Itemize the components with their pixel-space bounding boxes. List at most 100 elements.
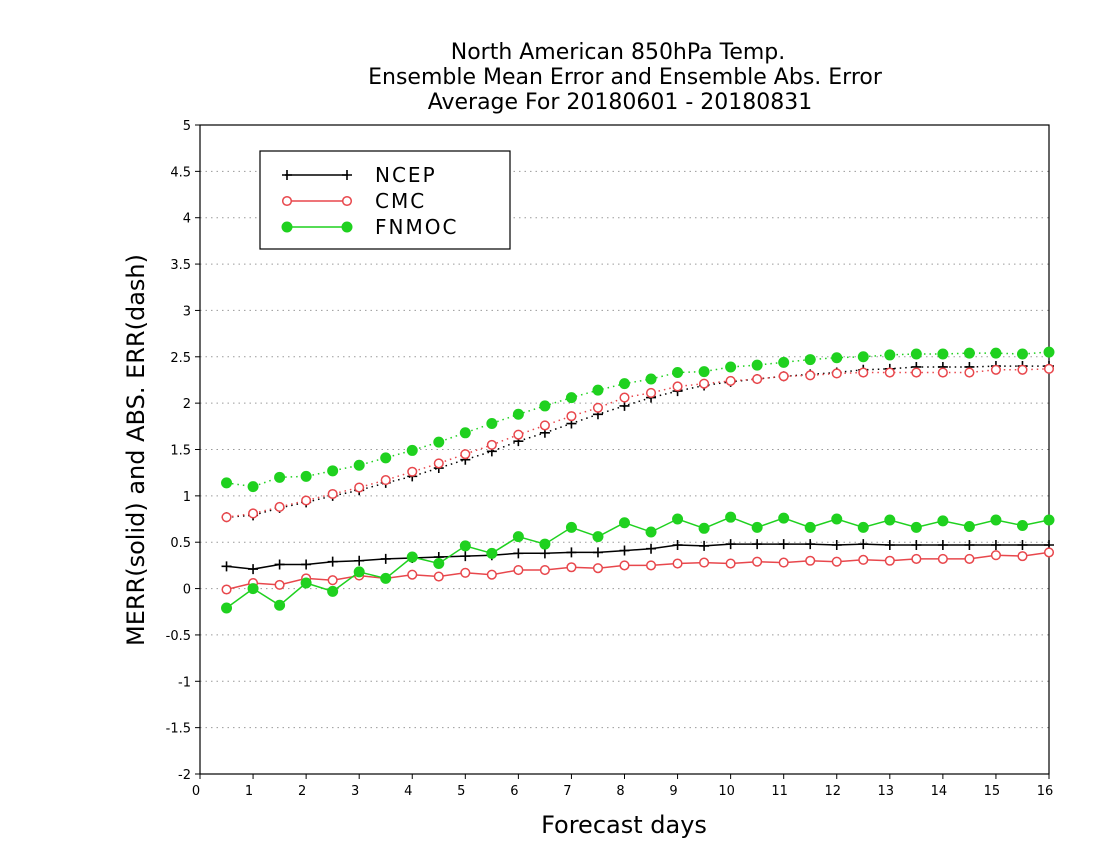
fnmoc-abs-err-point (1016, 348, 1028, 360)
plot-frame (199, 124, 1050, 775)
fnmoc-abs-err-point (884, 349, 896, 361)
x-tick-label: 2 (298, 784, 306, 799)
fnmoc-abs-err-point (274, 471, 286, 483)
cmc-merr-point (805, 555, 816, 566)
cmc-merr-point (566, 562, 577, 573)
ncep-merr-point (964, 539, 975, 550)
fnmoc-abs-err-point (592, 384, 604, 396)
x-tick-label: 6 (510, 784, 518, 799)
fnmoc-abs-err-point (910, 348, 922, 360)
cmc-abs-err-point (884, 367, 895, 378)
chart-title-line-1: North American 850hPa Temp. (451, 40, 786, 65)
ncep-merr-point (858, 539, 869, 550)
cmc-abs-err-point (831, 368, 842, 379)
cmc-merr-point (911, 553, 922, 564)
fnmoc-merr-point (884, 514, 896, 526)
fnmoc-abs-err-point (512, 408, 524, 420)
gridlines (200, 170, 1049, 729)
cmc-abs-err-point (539, 420, 550, 431)
y-tick-label: 4.5 (170, 165, 191, 180)
fnmoc-merr-point (725, 511, 737, 523)
fnmoc-merr-point (433, 558, 445, 570)
cmc-abs-err-point (407, 466, 418, 477)
fnmoc-abs-err-point (725, 361, 737, 373)
cmc-merr-point (407, 569, 418, 580)
cmc-merr-point (619, 560, 630, 571)
cmc-abs-err-point (327, 488, 338, 500)
legend-marker-fnmoc (281, 221, 293, 233)
fnmoc-merr-point (380, 572, 392, 584)
x-tick-label: 7 (563, 784, 571, 799)
y-tick-label: -0.5 (166, 629, 191, 644)
fnmoc-abs-err-point (778, 356, 790, 368)
x-tick-label: 3 (351, 784, 359, 799)
fnmoc-abs-err-point (857, 351, 869, 363)
cmc-abs-err-point (274, 501, 285, 513)
cmc-merr-point (274, 579, 285, 590)
fnmoc-merr-point (804, 521, 816, 533)
cmc-abs-err-line (226, 368, 1050, 518)
x-tick-label: 11 (771, 784, 788, 799)
ncep-merr-point (699, 540, 710, 551)
cmc-abs-err-point (1043, 363, 1055, 374)
fnmoc-abs-err-point (380, 452, 392, 464)
legend-entry-fnmoc: FNMOC (281, 215, 458, 239)
legend-marker-ncep (342, 170, 352, 180)
cmc-merr-point (433, 571, 444, 582)
cmc-abs-err-point (937, 367, 948, 378)
fnmoc-merr-point (486, 547, 498, 559)
series-ncep (221, 361, 1054, 575)
fnmoc-merr-point (963, 520, 975, 532)
fnmoc-merr-point (857, 521, 869, 533)
axis-ticks: -2-1.5-1-0.500.511.522.533.544.550 1 2 3 4 5 6… (166, 119, 1054, 799)
legend-label-ncep: NCEP (375, 163, 437, 187)
y-tick-label: 1 (183, 490, 191, 505)
cmc-abs-err-point (513, 429, 524, 440)
fnmoc-merr-point (672, 513, 684, 525)
cmc-abs-err-point (805, 370, 816, 381)
ncep-merr-point (619, 545, 630, 556)
legend-marker-cmc (281, 195, 293, 207)
fnmoc-abs-err-point (645, 373, 657, 385)
x-tick-label: 13 (878, 784, 895, 799)
x-tick-label: 14 (931, 784, 948, 799)
ncep-merr-point (752, 539, 763, 550)
y-tick-label: 2 (183, 397, 191, 412)
cmc-abs-err-point (1017, 364, 1028, 375)
cmc-abs-err-point (592, 402, 604, 413)
legend-label-cmc: CMC (375, 189, 426, 213)
fnmoc-abs-err-point (486, 418, 498, 430)
fnmoc-merr-point (592, 531, 604, 543)
y-tick-label: 1.5 (170, 444, 191, 459)
cmc-abs-err-point (752, 373, 763, 385)
fnmoc-abs-err-point (353, 459, 365, 471)
ncep-merr-point (566, 547, 577, 558)
cmc-merr-point (990, 550, 1001, 561)
x-tick-label: 9 (669, 784, 677, 799)
x-tick-label: 0 (192, 784, 200, 799)
ncep-merr-point (301, 559, 312, 570)
x-axis-label: Forecast days (541, 811, 707, 839)
fnmoc-abs-err-point (459, 427, 471, 439)
fnmoc-merr-point (751, 521, 763, 533)
fnmoc-merr-point (831, 513, 843, 525)
ncep-merr-point (778, 539, 789, 550)
fnmoc-abs-err-point (1043, 346, 1055, 358)
fnmoc-merr-point (327, 585, 339, 597)
cmc-abs-err-point (221, 512, 232, 523)
cmc-abs-err-point (778, 371, 789, 382)
fnmoc-merr-point (937, 515, 949, 527)
legend-label-fnmoc: FNMOC (375, 215, 458, 239)
cmc-merr-point (539, 564, 550, 576)
series-cmc (221, 363, 1055, 595)
cmc-abs-err-point (699, 378, 710, 389)
fnmoc-merr-point (539, 538, 551, 550)
fnmoc-merr-point (910, 521, 922, 533)
ncep-merr-point (911, 539, 922, 550)
fnmoc-abs-err-point (247, 481, 259, 493)
cmc-merr-point (884, 555, 895, 566)
fnmoc-abs-err-point (327, 465, 339, 477)
ncep-merr-point (990, 539, 1001, 550)
fnmoc-abs-err-point (221, 477, 233, 489)
fnmoc-abs-err-point (990, 347, 1002, 359)
